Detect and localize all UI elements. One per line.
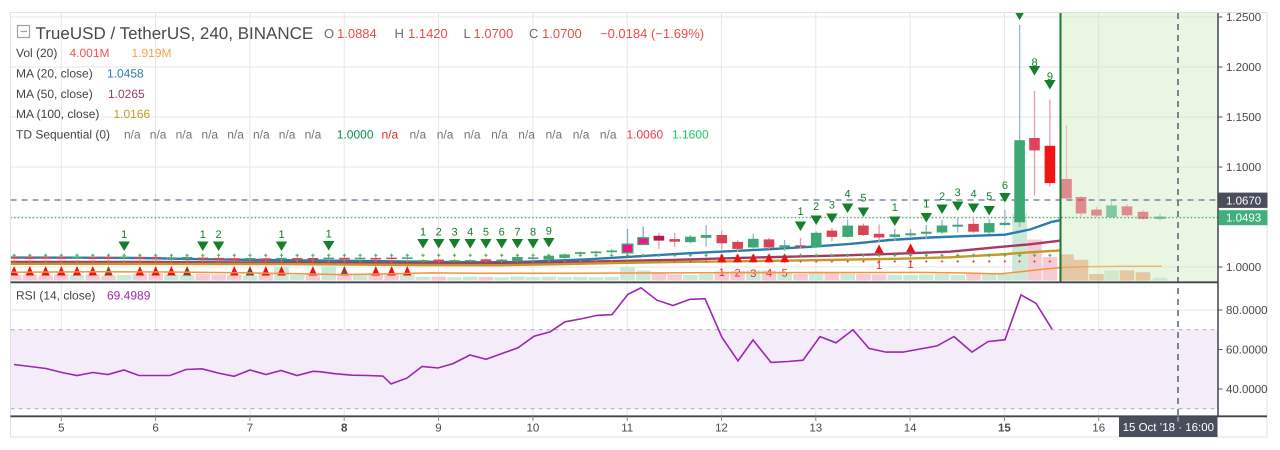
svg-text:11: 11 bbox=[621, 423, 633, 435]
svg-text:n/a: n/a bbox=[600, 128, 617, 142]
svg-text:O: O bbox=[324, 26, 334, 41]
svg-text:C: C bbox=[529, 26, 538, 41]
svg-text:15: 15 bbox=[998, 423, 1011, 435]
svg-text:H: H bbox=[395, 26, 404, 41]
svg-text:3: 3 bbox=[955, 187, 961, 199]
svg-text:2: 2 bbox=[813, 201, 819, 213]
svg-text:9: 9 bbox=[546, 225, 552, 237]
svg-text:n/a: n/a bbox=[410, 128, 427, 142]
svg-text:1.919M: 1.919M bbox=[132, 46, 172, 60]
svg-text:n/a: n/a bbox=[464, 128, 481, 142]
svg-text:8: 8 bbox=[1031, 57, 1037, 69]
svg-text:1.1000: 1.1000 bbox=[1226, 162, 1261, 174]
svg-text:60.0000: 60.0000 bbox=[1226, 345, 1268, 357]
svg-text:1: 1 bbox=[326, 228, 332, 240]
svg-text:10: 10 bbox=[527, 423, 540, 435]
svg-text:1: 1 bbox=[278, 229, 284, 241]
svg-text:1: 1 bbox=[876, 260, 882, 272]
svg-text:1: 1 bbox=[121, 229, 127, 241]
svg-text:n/a: n/a bbox=[573, 128, 590, 142]
svg-text:7: 7 bbox=[514, 226, 520, 238]
svg-text:1.2500: 1.2500 bbox=[1226, 12, 1261, 24]
svg-text:1.1500: 1.1500 bbox=[1226, 112, 1261, 124]
svg-text:9: 9 bbox=[1047, 71, 1053, 83]
svg-text:RSI (14, close): RSI (14, close) bbox=[16, 289, 95, 303]
svg-text:1.1420: 1.1420 bbox=[408, 26, 448, 41]
svg-text:n/a: n/a bbox=[124, 128, 141, 142]
svg-text:7: 7 bbox=[247, 423, 253, 435]
svg-text:69.4989: 69.4989 bbox=[107, 289, 151, 303]
svg-text:1.2000: 1.2000 bbox=[1226, 62, 1261, 74]
svg-text:5: 5 bbox=[483, 226, 489, 238]
svg-text:n/a: n/a bbox=[305, 128, 322, 142]
svg-text:n/a: n/a bbox=[437, 128, 454, 142]
svg-text:n/a: n/a bbox=[201, 128, 218, 142]
svg-text:n/a: n/a bbox=[518, 128, 535, 142]
svg-text:MA (50, close): MA (50, close) bbox=[16, 87, 93, 101]
svg-text:1.0458: 1.0458 bbox=[107, 67, 144, 81]
svg-text:1.0000: 1.0000 bbox=[337, 128, 374, 142]
svg-text:n/a: n/a bbox=[253, 128, 270, 142]
svg-text:1.0670: 1.0670 bbox=[1226, 195, 1261, 207]
svg-text:Vol (20): Vol (20) bbox=[16, 46, 57, 60]
svg-text:5: 5 bbox=[58, 423, 64, 435]
svg-text:14: 14 bbox=[904, 423, 917, 435]
svg-text:4: 4 bbox=[845, 188, 851, 200]
svg-text:1.1600: 1.1600 bbox=[672, 128, 709, 142]
svg-text:8: 8 bbox=[530, 226, 536, 238]
svg-text:8: 8 bbox=[341, 423, 348, 435]
svg-text:1.0000: 1.0000 bbox=[1226, 262, 1261, 274]
svg-text:n/a: n/a bbox=[382, 128, 399, 142]
svg-text:1: 1 bbox=[908, 259, 914, 271]
svg-text:1.0166: 1.0166 bbox=[114, 107, 151, 121]
svg-text:1.0493: 1.0493 bbox=[1226, 213, 1261, 225]
svg-text:9: 9 bbox=[435, 423, 441, 435]
svg-text:TrueUSD / TetherUS, 240, BINAN: TrueUSD / TetherUS, 240, BINANCE bbox=[36, 24, 314, 43]
svg-text:15 Oct ’18 · 16:00: 15 Oct ’18 · 16:00 bbox=[1123, 422, 1214, 434]
svg-text:n/a: n/a bbox=[176, 128, 193, 142]
svg-text:−0.0184 (−1.69%): −0.0184 (−1.69%) bbox=[600, 26, 704, 41]
svg-text:1: 1 bbox=[892, 202, 898, 214]
svg-text:3: 3 bbox=[750, 268, 756, 280]
svg-text:L: L bbox=[464, 26, 471, 41]
svg-text:n/a: n/a bbox=[150, 128, 167, 142]
svg-text:1.0700: 1.0700 bbox=[542, 26, 582, 41]
svg-text:TD Sequential (0): TD Sequential (0) bbox=[16, 128, 110, 142]
svg-text:n/a: n/a bbox=[491, 128, 508, 142]
svg-text:6: 6 bbox=[499, 226, 505, 238]
svg-text:12: 12 bbox=[715, 423, 728, 435]
svg-text:6: 6 bbox=[1002, 180, 1008, 192]
svg-text:n/a: n/a bbox=[227, 128, 244, 142]
svg-text:1: 1 bbox=[420, 226, 426, 238]
svg-text:4.001M: 4.001M bbox=[70, 46, 110, 60]
svg-text:2: 2 bbox=[939, 191, 945, 203]
svg-text:3: 3 bbox=[829, 199, 835, 211]
svg-text:80.0000: 80.0000 bbox=[1226, 305, 1268, 317]
svg-text:1: 1 bbox=[797, 206, 803, 218]
svg-text:1: 1 bbox=[200, 229, 206, 241]
svg-text:1.0700: 1.0700 bbox=[474, 26, 514, 41]
svg-text:n/a: n/a bbox=[546, 128, 563, 142]
svg-text:1.0884: 1.0884 bbox=[337, 26, 377, 41]
svg-text:MA (20, close): MA (20, close) bbox=[16, 67, 93, 81]
svg-text:6: 6 bbox=[152, 423, 158, 435]
svg-text:40.0000: 40.0000 bbox=[1226, 384, 1268, 396]
svg-text:16: 16 bbox=[1092, 423, 1105, 435]
svg-text:5: 5 bbox=[860, 192, 866, 204]
svg-text:4: 4 bbox=[467, 226, 473, 238]
svg-text:n/a: n/a bbox=[279, 128, 296, 142]
svg-text:2: 2 bbox=[216, 229, 222, 241]
svg-text:MA (100, close): MA (100, close) bbox=[16, 107, 99, 121]
svg-text:13: 13 bbox=[809, 423, 822, 435]
svg-text:1: 1 bbox=[923, 198, 929, 210]
svg-text:1.0265: 1.0265 bbox=[108, 87, 145, 101]
svg-text:4: 4 bbox=[970, 188, 976, 200]
svg-text:3: 3 bbox=[451, 226, 457, 238]
svg-text:2: 2 bbox=[436, 226, 442, 238]
svg-text:1.0060: 1.0060 bbox=[627, 128, 664, 142]
svg-text:5: 5 bbox=[986, 191, 992, 203]
